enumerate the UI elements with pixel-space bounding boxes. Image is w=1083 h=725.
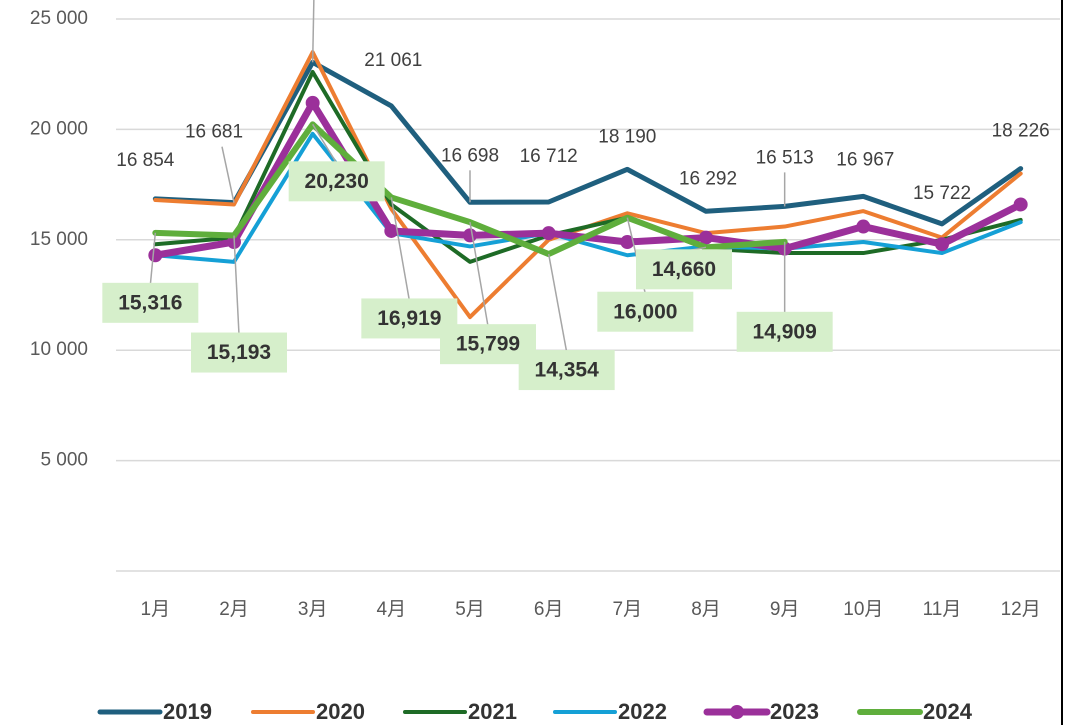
data-label: 16,000 bbox=[613, 300, 677, 323]
legend-marker bbox=[730, 705, 744, 719]
series-marker bbox=[148, 248, 163, 263]
series-marker bbox=[1013, 197, 1028, 212]
data-label-box bbox=[191, 332, 287, 373]
series-line bbox=[153, 69, 1023, 264]
leader-line bbox=[547, 253, 568, 353]
legend-label: 2024 bbox=[923, 699, 973, 724]
leader-line bbox=[312, 123, 338, 164]
data-label-box bbox=[518, 350, 615, 391]
data-label-box bbox=[636, 249, 732, 290]
x-tick-label: 3月 bbox=[298, 599, 328, 620]
leader-line bbox=[311, 0, 315, 63]
data-label: 16 712 bbox=[520, 146, 578, 167]
series-marker bbox=[541, 226, 556, 241]
series-marker bbox=[620, 235, 635, 250]
data-label: 18 190 bbox=[598, 126, 656, 147]
x-tick-label: 1月 bbox=[141, 599, 171, 620]
legend-label: 2023 bbox=[770, 699, 819, 724]
y-tick-label: 15 000 bbox=[30, 229, 88, 250]
data-label: 16 854 bbox=[116, 150, 175, 171]
data-label-box bbox=[288, 161, 385, 202]
data-label: 16 681 bbox=[185, 122, 243, 143]
series-marker bbox=[463, 228, 477, 243]
data-label: 16 698 bbox=[441, 145, 499, 166]
leader-line bbox=[469, 222, 489, 327]
y-tick-label: 10 000 bbox=[30, 339, 88, 360]
y-tick-label: 5 000 bbox=[40, 450, 88, 471]
data-label-box bbox=[597, 291, 694, 332]
data-label: 14,660 bbox=[652, 258, 716, 281]
data-label: 20,230 bbox=[305, 170, 369, 193]
legend-label: 2020 bbox=[316, 699, 365, 724]
x-tick-label: 4月 bbox=[377, 599, 407, 620]
legend-label: 2019 bbox=[163, 699, 212, 724]
series-marker bbox=[305, 95, 320, 110]
data-label: 15,193 bbox=[207, 341, 271, 364]
data-label: 16 513 bbox=[756, 147, 814, 168]
data-label: 16 967 bbox=[836, 149, 894, 170]
x-tick-label: 5月 bbox=[455, 599, 485, 620]
series-marker bbox=[935, 237, 949, 252]
leader-line bbox=[233, 235, 240, 335]
data-label-box bbox=[736, 311, 833, 352]
x-tick-label: 8月 bbox=[691, 599, 721, 620]
x-tick-label: 11月 bbox=[923, 599, 962, 620]
series-marker bbox=[699, 230, 713, 245]
data-label-box bbox=[102, 282, 199, 323]
data-label: 15,799 bbox=[456, 333, 520, 356]
leader-line bbox=[390, 197, 411, 301]
series-line bbox=[152, 121, 788, 258]
x-tick-label: 2月 bbox=[219, 599, 249, 620]
data-label: 15 722 bbox=[913, 183, 971, 204]
legend-label: 2021 bbox=[468, 699, 517, 724]
data-label: 21 061 bbox=[364, 50, 422, 71]
data-label: 16,919 bbox=[377, 307, 441, 330]
y-tick-label: 20 000 bbox=[30, 118, 88, 139]
series-line bbox=[152, 59, 1024, 227]
data-label: 18 226 bbox=[992, 121, 1050, 142]
series-marker bbox=[384, 223, 399, 238]
data-label: 15,316 bbox=[118, 291, 182, 314]
leader-line bbox=[149, 232, 157, 285]
legend-label: 2022 bbox=[618, 699, 667, 724]
data-label: 16 292 bbox=[679, 168, 737, 189]
x-tick-label: 7月 bbox=[613, 599, 643, 620]
series-marker bbox=[856, 219, 871, 234]
series-line bbox=[153, 131, 1023, 264]
x-tick-label: 10月 bbox=[843, 599, 883, 620]
data-label: 14,909 bbox=[753, 320, 817, 343]
x-tick-label: 6月 bbox=[534, 599, 564, 620]
x-tick-label: 9月 bbox=[770, 599, 800, 620]
y-tick-label: 25 000 bbox=[30, 8, 88, 29]
x-tick-label: 12月 bbox=[1001, 599, 1041, 620]
data-label: 14,354 bbox=[535, 359, 600, 382]
leader-line bbox=[221, 146, 235, 203]
